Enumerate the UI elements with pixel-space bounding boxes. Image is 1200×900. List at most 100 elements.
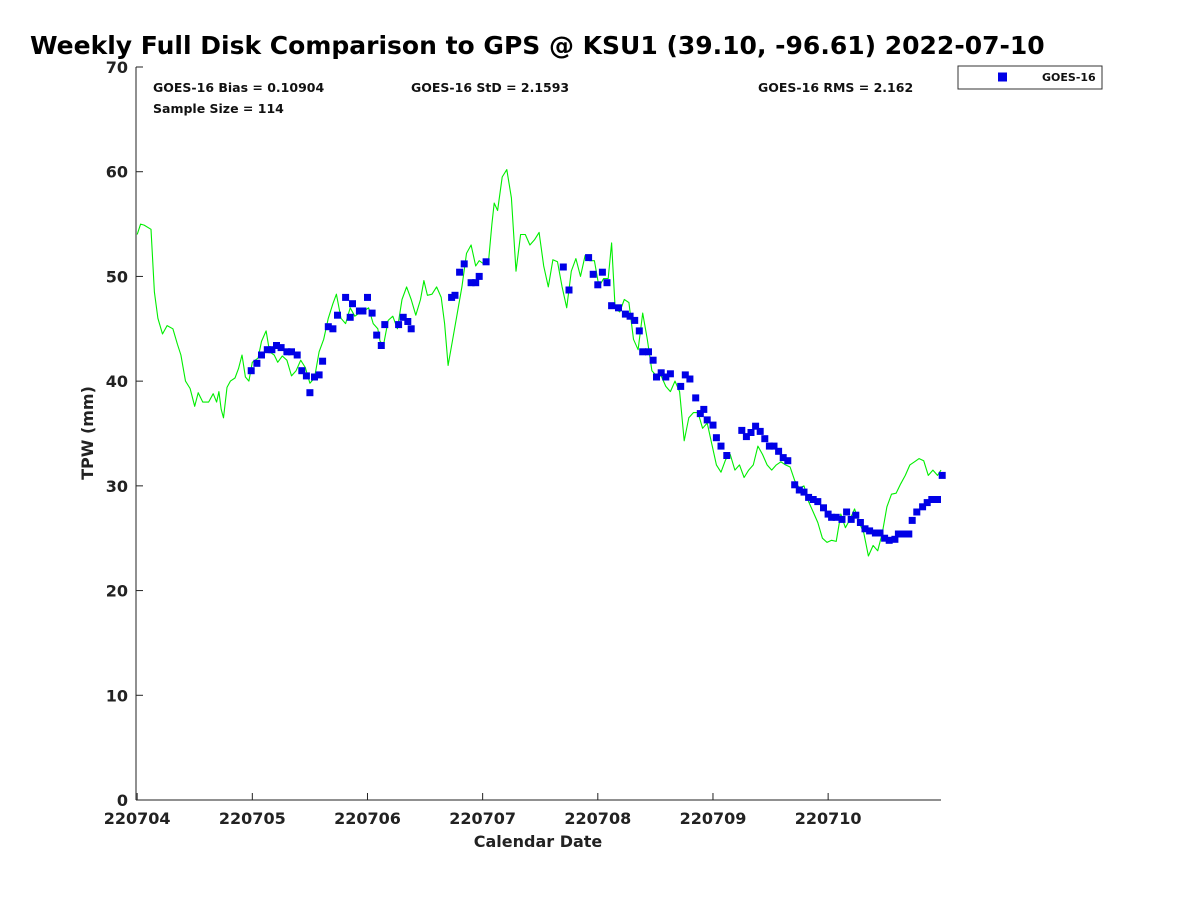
rms-stat: GOES-16 RMS = 2.162: [758, 80, 913, 95]
data-point-goes-16: [723, 452, 731, 459]
data-point-goes-16: [894, 530, 902, 538]
x-tick-label: 220705: [219, 809, 286, 828]
data-point-goes-16: [747, 429, 755, 436]
data-point-goes-16: [377, 342, 385, 349]
data-point-goes-16: [349, 300, 356, 308]
data-point-goes-16: [472, 279, 480, 287]
data-point-goes-16: [306, 389, 314, 397]
data-point-goes-16: [795, 486, 803, 494]
data-point-goes-16: [891, 535, 899, 543]
data-point-goes-16: [814, 498, 822, 506]
x-tick-label: 220708: [564, 809, 631, 828]
data-point-goes-16: [934, 496, 941, 503]
data-point-goes-16: [258, 351, 265, 359]
data-point-goes-16: [283, 348, 291, 356]
x-tick-label: 220704: [104, 809, 171, 828]
bias-stat: GOES-16 Bias = 0.10904: [153, 80, 324, 95]
data-point-goes-16: [399, 313, 407, 321]
std-stat: GOES-16 StD = 2.1593: [411, 80, 569, 95]
y-tick-label: 10: [106, 686, 128, 705]
y-tick-label: 50: [106, 267, 128, 286]
data-point-goes-16: [639, 348, 647, 356]
data-point-goes-16: [273, 342, 280, 349]
data-point-goes-16: [681, 371, 689, 379]
data-point-goes-16: [913, 508, 921, 516]
x-tick-label: 220709: [680, 809, 747, 828]
data-point-goes-16: [565, 286, 573, 294]
data-point-goes-16: [594, 281, 602, 289]
x-tick-label: 220707: [449, 809, 516, 828]
data-point-goes-16: [905, 530, 913, 538]
data-point-goes-16: [666, 370, 674, 378]
data-point-goes-16: [752, 422, 760, 430]
data-point-goes-16: [686, 375, 694, 383]
data-point-goes-16: [373, 331, 381, 339]
data-point-goes-16: [456, 268, 464, 276]
x-axis-label: Calendar Date: [474, 832, 603, 851]
data-point-goes-16: [608, 302, 616, 310]
data-point-goes-16: [298, 367, 306, 375]
data-point-goes-16: [662, 373, 670, 381]
data-point-goes-16: [761, 435, 769, 443]
data-point-goes-16: [626, 312, 634, 320]
data-point-goes-16: [268, 346, 276, 354]
data-point-goes-16: [475, 272, 483, 280]
data-point-goes-16: [832, 513, 840, 521]
data-point-goes-16: [631, 316, 639, 324]
plot-area: 0 10 20 30 40 50 60 70 220704 220705 220706 220707 2…: [104, 58, 946, 828]
data-point-goes-16: [784, 457, 792, 465]
data-point-goes-16: [738, 426, 746, 434]
data-point-goes-16: [881, 534, 889, 542]
data-point-goes-16: [302, 372, 310, 380]
data-point-goes-16: [923, 499, 931, 507]
data-point-goes-16: [589, 270, 597, 278]
y-tick-label: 20: [106, 582, 128, 601]
data-point-goes-16: [692, 394, 700, 402]
data-point-goes-16: [467, 279, 475, 287]
legend-entry-goes-16: GOES-16: [1042, 71, 1096, 84]
y-tick-label: 60: [106, 163, 128, 182]
data-point-goes-16: [319, 357, 327, 365]
data-point-goes-16: [381, 321, 389, 329]
data-point-goes-16: [779, 454, 787, 462]
y-tick-label: 30: [106, 477, 128, 496]
data-point-goes-16: [324, 323, 332, 331]
legend-marker-goes-16: [998, 72, 1007, 82]
data-point-goes-16: [938, 471, 946, 479]
data-point-goes-16: [820, 504, 827, 512]
data-point-goes-16: [852, 511, 860, 519]
data-point-goes-16: [329, 325, 337, 333]
legend: GOES-16: [957, 65, 1103, 90]
data-point-goes-16: [247, 367, 255, 375]
data-point-goes-16: [615, 304, 622, 312]
data-point-goes-16: [263, 346, 271, 354]
data-point-goes-16: [919, 503, 927, 511]
data-point-goes-16: [635, 327, 643, 335]
y-tick-label: 70: [106, 58, 128, 77]
y-tick-label: 0: [117, 791, 128, 810]
data-point-goes-16: [277, 344, 285, 352]
data-point-goes-16: [765, 442, 773, 450]
data-point-goes-16: [649, 356, 657, 364]
data-point-goes-16: [703, 416, 711, 424]
legend-box: [957, 65, 1103, 90]
data-point-goes-16: [253, 359, 261, 367]
data-point-goes-16: [585, 254, 593, 262]
data-point-goes-16: [407, 325, 415, 333]
data-point-goes-16: [876, 529, 884, 537]
data-point-goes-16: [677, 382, 685, 390]
data-point-goes-16: [645, 348, 652, 356]
data-point-goes-16: [364, 293, 371, 301]
y-axis-label: TPW (mm): [78, 386, 97, 480]
data-point-goes-16: [756, 427, 764, 435]
chart-title: Weekly Full Disk Comparison to GPS @ KSU…: [30, 31, 1045, 60]
data-point-goes-16: [311, 373, 318, 381]
data-point-goes-16: [791, 481, 799, 489]
data-point-goes-16: [346, 313, 354, 321]
y-tick-label: 40: [106, 372, 128, 391]
data-point-goes-16: [288, 348, 295, 356]
data-point-goes-16: [866, 527, 874, 535]
data-point-goes-16: [847, 515, 855, 523]
sample-size-stat: Sample Size = 114: [153, 101, 284, 116]
